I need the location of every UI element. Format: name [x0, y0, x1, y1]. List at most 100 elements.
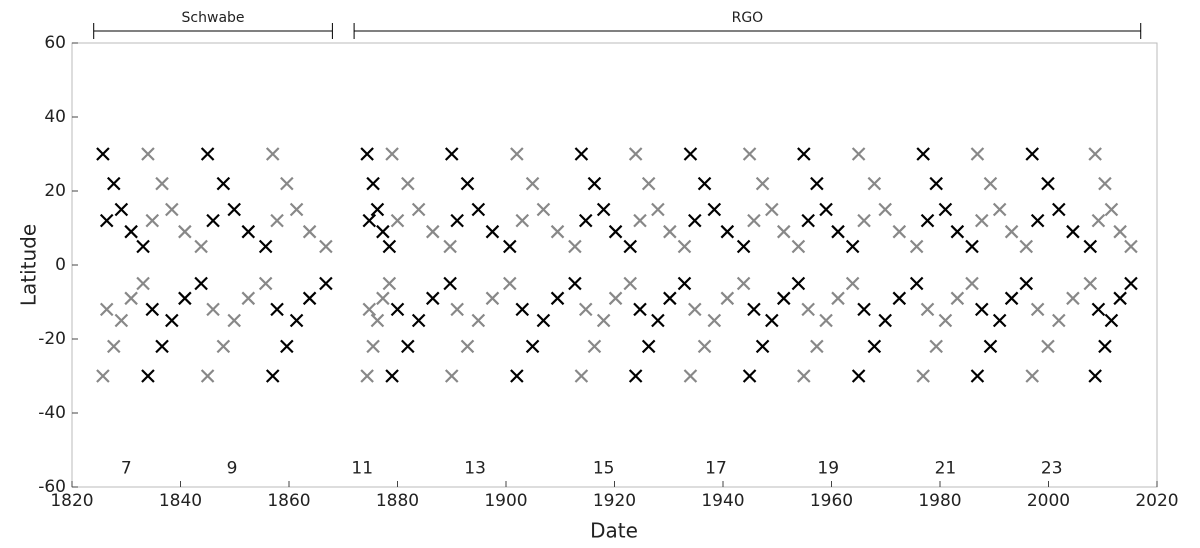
point: [776, 291, 791, 306]
point: [1113, 291, 1127, 306]
point: [1083, 276, 1098, 291]
point: [106, 176, 121, 191]
point: [525, 339, 540, 354]
point: [983, 176, 998, 191]
point: [270, 302, 284, 317]
point: [471, 313, 486, 328]
bracket-label: RGO: [732, 10, 764, 26]
point: [742, 369, 757, 383]
point: [596, 313, 611, 328]
point: [241, 224, 256, 239]
point: [965, 239, 979, 254]
point: [200, 369, 215, 383]
point: [145, 302, 160, 317]
point: [633, 302, 647, 317]
point: [114, 202, 129, 217]
point: [578, 213, 593, 228]
point: [376, 224, 390, 239]
point: [688, 302, 702, 317]
point: [1066, 224, 1080, 239]
point: [366, 176, 380, 191]
point: [628, 369, 643, 383]
point: [165, 313, 179, 328]
point: [878, 313, 892, 328]
point: [965, 276, 979, 291]
point: [550, 224, 565, 239]
point: [819, 313, 833, 328]
point: [736, 276, 751, 291]
bracket: [93, 23, 333, 39]
y-tick-label: 20: [44, 181, 66, 201]
point: [178, 291, 192, 306]
point: [892, 291, 907, 306]
point: [319, 276, 333, 291]
cycle-label: 21: [935, 459, 957, 479]
point: [99, 213, 114, 228]
point: [851, 369, 866, 383]
point: [707, 202, 722, 217]
cycle-label: 13: [464, 459, 486, 479]
point: [411, 313, 426, 328]
point: [360, 147, 374, 161]
point: [916, 369, 930, 383]
point: [628, 147, 643, 161]
x-tick-label: 1840: [159, 491, 202, 511]
point: [791, 276, 806, 291]
point: [909, 239, 924, 254]
point: [444, 369, 459, 383]
x-tick-label: 2000: [1027, 491, 1070, 511]
cycle-label: 15: [593, 459, 615, 479]
point: [568, 276, 582, 291]
point: [663, 224, 677, 239]
point: [765, 202, 779, 217]
x-tick-label: 1960: [810, 491, 853, 511]
point: [194, 239, 208, 254]
point: [227, 202, 241, 217]
point: [194, 276, 208, 291]
x-tick-label: 1880: [376, 491, 419, 511]
point: [683, 369, 698, 383]
point: [376, 291, 390, 306]
cycle-label: 19: [817, 459, 839, 479]
point: [206, 213, 220, 228]
point: [178, 224, 192, 239]
point: [503, 239, 517, 254]
point: [1025, 369, 1039, 383]
point: [510, 369, 524, 383]
plot-frame: [71, 42, 1158, 488]
point: [742, 147, 757, 161]
point: [633, 213, 647, 228]
point: [536, 202, 551, 217]
cycle-label: 23: [1041, 459, 1063, 479]
point: [200, 147, 215, 161]
point: [677, 239, 692, 254]
point: [920, 302, 935, 317]
point: [857, 213, 871, 228]
point: [425, 291, 440, 306]
point: [1030, 302, 1045, 317]
point: [1124, 239, 1138, 254]
point: [720, 291, 735, 306]
point: [1052, 202, 1066, 217]
point: [1066, 291, 1080, 306]
point: [974, 213, 989, 228]
point: [623, 239, 638, 254]
point: [736, 239, 751, 254]
point: [390, 213, 405, 228]
point: [755, 339, 770, 354]
point: [916, 147, 930, 161]
point: [851, 147, 866, 161]
point: [845, 276, 860, 291]
point: [302, 224, 317, 239]
point: [471, 202, 486, 217]
point: [641, 176, 656, 191]
point: [289, 313, 304, 328]
point: [578, 302, 593, 317]
point: [155, 176, 169, 191]
point: [370, 202, 385, 217]
point: [867, 176, 882, 191]
point: [390, 302, 405, 317]
point: [1052, 313, 1066, 328]
point: [697, 176, 712, 191]
point: [106, 339, 121, 354]
